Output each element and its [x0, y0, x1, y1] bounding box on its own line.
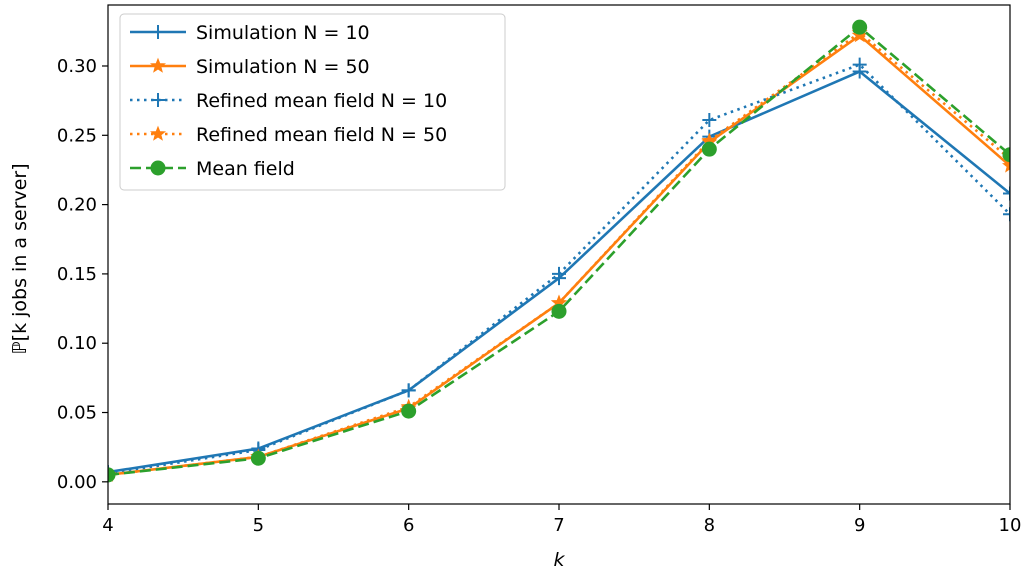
- data-point: [551, 303, 567, 319]
- plot-area: [108, 19, 1010, 483]
- data-point: [852, 57, 867, 72]
- x-axis-title: k: [553, 549, 565, 571]
- y-tick-label: 0.20: [57, 195, 97, 216]
- series-5: [108, 19, 1010, 483]
- data-point: [852, 19, 868, 35]
- legend-label: Simulation N = 50: [196, 56, 370, 78]
- x-tick-label: 8: [704, 515, 715, 536]
- axes: 4 5 6 7 8 9 10 0.00 0.05 0.10 0.15 0.20 0.25 0.30: [57, 4, 1022, 536]
- x-tick-label: 5: [253, 515, 264, 536]
- y-tick-label: 0.15: [57, 264, 97, 285]
- data-point: [552, 266, 566, 281]
- data-point: [401, 383, 416, 398]
- x-tick-label: 6: [403, 515, 414, 536]
- legend-entry-3: Refined mean field N = 10: [130, 90, 447, 112]
- legend-marker: [150, 125, 166, 141]
- legend-entry-4: Refined mean field N = 50: [130, 124, 447, 146]
- data-point: [1002, 157, 1010, 173]
- legend-label: Refined mean field N = 10: [196, 90, 447, 112]
- data-point: [1002, 147, 1010, 163]
- legend-marker: [151, 93, 165, 107]
- legend-entry-1: Simulation N = 10: [130, 22, 370, 44]
- data-point: [401, 403, 417, 419]
- legend-label: Simulation N = 10: [196, 22, 370, 44]
- y-tick-label: 0.10: [57, 333, 97, 354]
- legend: Simulation N = 10 Simulation N = 50 Refine…: [119, 13, 506, 191]
- x-tick-label: 9: [854, 515, 865, 536]
- data-point: [1003, 207, 1010, 222]
- x-tick-label: 10: [999, 515, 1022, 536]
- legend-label: Mean field: [196, 158, 295, 180]
- x-tick-label: 7: [553, 515, 564, 536]
- y-tick-label: 0.05: [57, 403, 97, 424]
- legend-marker: [150, 57, 166, 73]
- data-point: [1003, 186, 1010, 201]
- data-point: [108, 467, 116, 483]
- legend-marker: [151, 25, 165, 39]
- legend-label: Refined mean field N = 50: [196, 124, 447, 146]
- data-point: [250, 450, 266, 466]
- data-point: [701, 141, 717, 157]
- legend-entry-2: Simulation N = 50: [130, 56, 370, 78]
- y-axis-title: ℙ[k jobs in a server]: [9, 163, 31, 354]
- legend-entry-5: Mean field: [130, 158, 295, 180]
- data-point: [702, 113, 717, 128]
- y-tick-label: 0.30: [57, 56, 97, 77]
- legend-box: [119, 13, 506, 191]
- x-tick-label: 4: [102, 515, 113, 536]
- y-tick-label: 0.00: [57, 472, 97, 493]
- y-tick-label: 0.25: [57, 125, 97, 146]
- legend-marker: [150, 160, 166, 176]
